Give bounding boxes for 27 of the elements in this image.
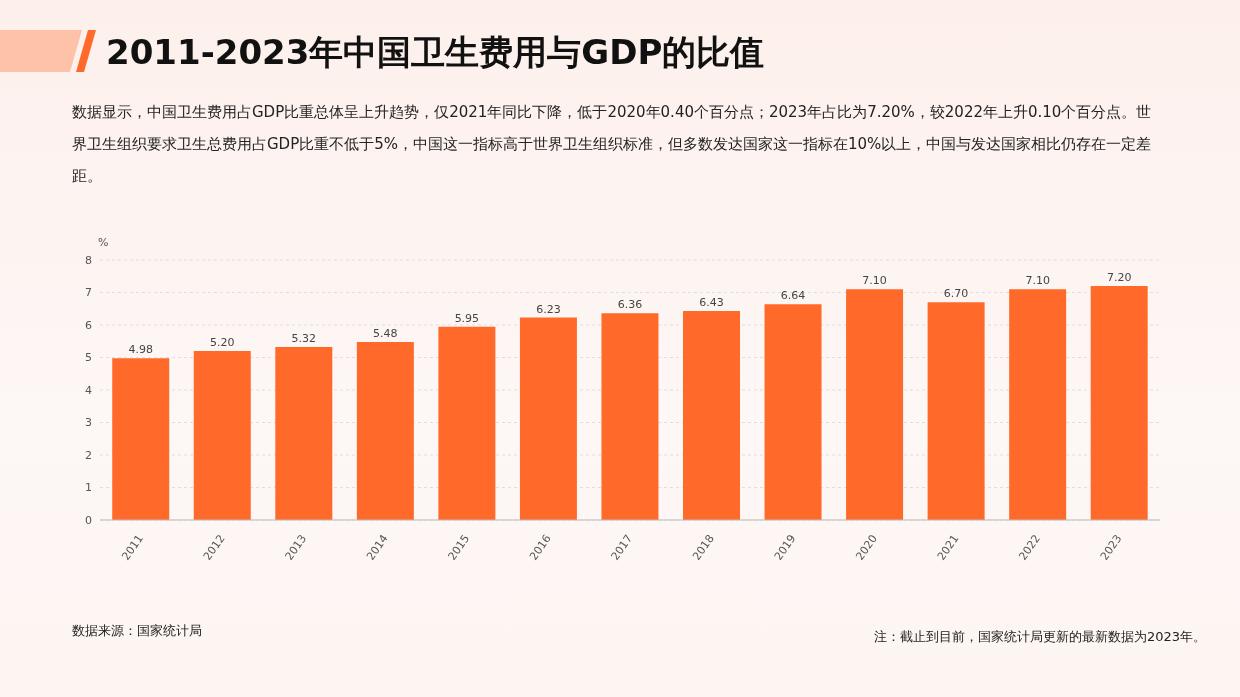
y-tick-label: 0 xyxy=(85,513,92,527)
y-tick-label: 3 xyxy=(85,416,92,430)
data-label: 6.43 xyxy=(699,296,724,310)
data-label: 7.10 xyxy=(862,274,887,288)
y-tick-label: 2 xyxy=(85,448,92,462)
text: 注：截止到目前，国家统计局更新的最新数据为2023年。 xyxy=(873,628,1206,646)
y-tick-label: 6 xyxy=(85,318,92,332)
y-tick-label: 5 xyxy=(85,351,92,365)
data-label: 6.23 xyxy=(536,302,561,316)
data-label: 4.98 xyxy=(128,343,153,357)
source-note: 数据来源：国家统计局 xyxy=(72,622,202,640)
data-label: 6.36 xyxy=(617,298,643,312)
y-axis-title: % xyxy=(98,236,109,249)
data-label: 5.95 xyxy=(454,311,480,325)
data-label: 7.20 xyxy=(1106,271,1132,284)
y-tick-label: 7 xyxy=(85,286,92,300)
data-label: 5.32 xyxy=(291,332,317,346)
y-tick-label: 4 xyxy=(85,383,92,397)
data-label: 5.20 xyxy=(210,336,235,349)
data-label: 6.64 xyxy=(780,289,806,303)
data-label: 7.10 xyxy=(1025,274,1050,288)
chart-title: 2011-2023年中国卫生费用与GDP的比值 xyxy=(106,31,765,74)
y-tick-label: 8 xyxy=(85,253,92,267)
chart-subtitle: 数据显示，中国卫生费用占GDP比重总体呈上升趋势，仅2021年同比下降，低于2020年0.40个百分点；2023年占比为7.20%，较2022年上升0.10个百分点。世界卫生组织要求卫生总费用占GDP比重不低于5%，中国这一指标高于世界卫生组织标准，但多数发达国家这一指标在10%以上，中国与发达国家相比仍存在一定差距。 xyxy=(72,102,1153,187)
data-label: 5.48 xyxy=(373,326,398,340)
data-label: 6.70 xyxy=(943,287,969,301)
y-tick-label: 1 xyxy=(85,481,92,495)
